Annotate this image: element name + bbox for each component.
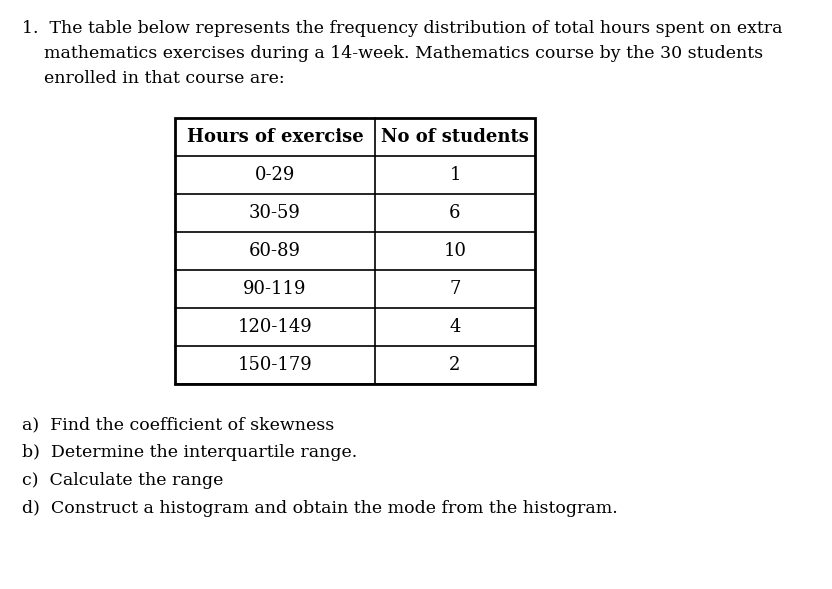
Text: c)  Calculate the range: c) Calculate the range bbox=[22, 472, 223, 489]
Text: 4: 4 bbox=[449, 318, 461, 336]
Text: mathematics exercises during a 14-week. Mathematics course by the 30 students: mathematics exercises during a 14-week. … bbox=[22, 45, 763, 62]
Text: No of students: No of students bbox=[381, 128, 529, 146]
Text: 1.  The table below represents the frequency distribution of total hours spent o: 1. The table below represents the freque… bbox=[22, 20, 783, 37]
Text: enrolled in that course are:: enrolled in that course are: bbox=[22, 70, 285, 87]
Text: 120-149: 120-149 bbox=[238, 318, 312, 336]
Bar bbox=[175, 118, 535, 384]
Text: 0-29: 0-29 bbox=[255, 166, 295, 184]
Text: 10: 10 bbox=[443, 242, 467, 260]
Text: d)  Construct a histogram and obtain the mode from the histogram.: d) Construct a histogram and obtain the … bbox=[22, 500, 617, 517]
Text: 7: 7 bbox=[449, 280, 461, 298]
Text: Hours of exercise: Hours of exercise bbox=[186, 128, 364, 146]
Text: 6: 6 bbox=[449, 204, 461, 222]
Text: 1: 1 bbox=[449, 166, 461, 184]
Text: a)  Find the coefficient of skewness: a) Find the coefficient of skewness bbox=[22, 416, 334, 433]
Text: 30-59: 30-59 bbox=[249, 204, 301, 222]
Text: 2: 2 bbox=[449, 356, 461, 374]
Text: 60-89: 60-89 bbox=[249, 242, 301, 260]
Text: 150-179: 150-179 bbox=[238, 356, 312, 374]
Text: b)  Determine the interquartile range.: b) Determine the interquartile range. bbox=[22, 444, 357, 461]
Text: 90-119: 90-119 bbox=[243, 280, 307, 298]
